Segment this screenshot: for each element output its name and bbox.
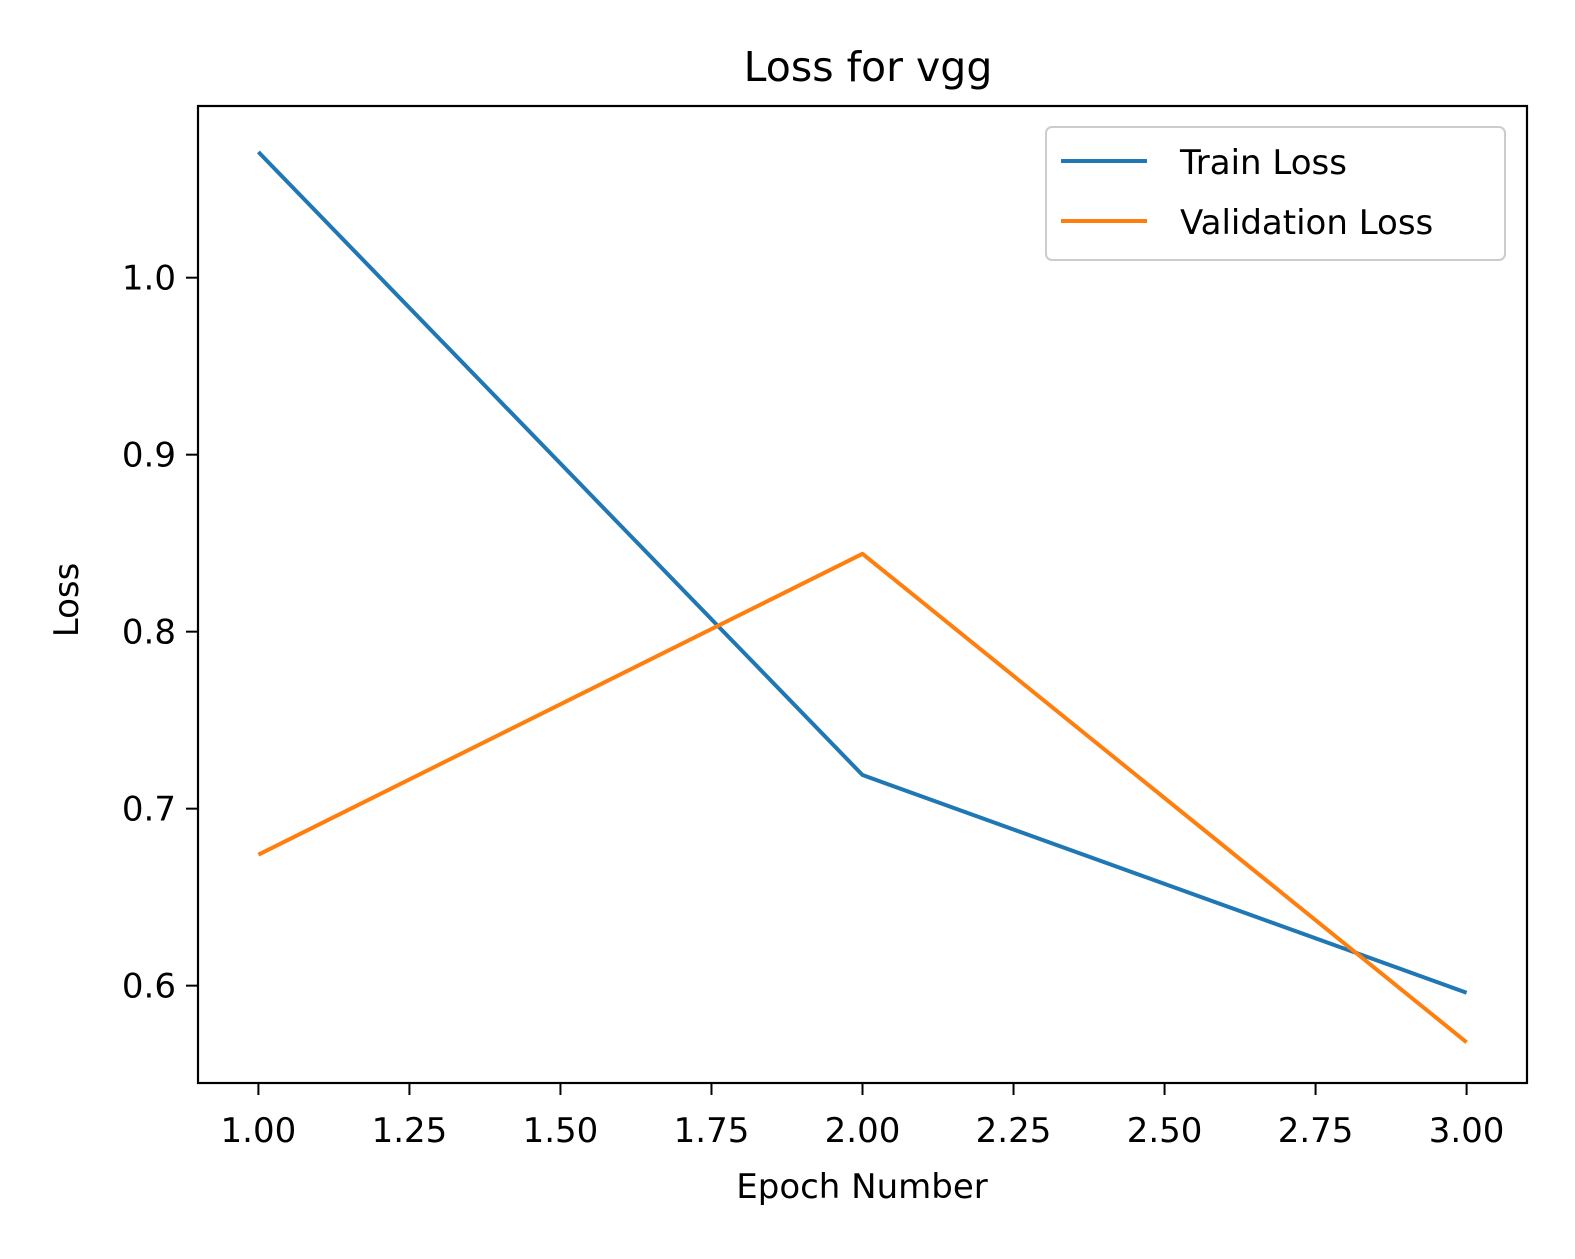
series-lines — [256, 150, 1468, 1044]
legend-label-train-loss: Train Loss — [1179, 143, 1347, 183]
x-tick-label: 2.50 — [1127, 1111, 1203, 1151]
x-tick-label: 3.00 — [1429, 1111, 1505, 1151]
x-tick-label: 1.25 — [372, 1111, 448, 1151]
x-axis-ticks: 1.00 1.25 1.50 1.75 2.00 2.25 2.50 2.75 3.00 — [221, 1083, 1505, 1151]
x-tick-label: 1.50 — [523, 1111, 599, 1151]
y-tick-label: 0.7 — [122, 790, 176, 830]
x-tick-label: 2.25 — [976, 1111, 1052, 1151]
y-tick-label: 1.0 — [122, 259, 176, 299]
x-axis-label: Epoch Number — [736, 1167, 988, 1207]
y-tick-label: 0.6 — [122, 967, 176, 1007]
legend-label-validation-loss: Validation Loss — [1180, 203, 1433, 243]
legend-box — [1045, 126, 1506, 261]
y-axis-ticks: 0.6 0.7 0.8 0.9 1.0 — [122, 259, 198, 1007]
series-line-train-loss — [256, 150, 1468, 995]
series-line-validation-loss — [257, 551, 1468, 1044]
x-tick-label: 2.00 — [825, 1111, 901, 1151]
y-tick-label: 0.8 — [122, 613, 176, 653]
x-tick-label: 1.00 — [221, 1111, 297, 1151]
y-tick-label: 0.9 — [122, 436, 176, 476]
y-axis-label: Loss — [47, 563, 87, 638]
chart-title: Loss for vgg — [744, 43, 993, 91]
legend: Train Loss Validation Loss — [1045, 126, 1506, 261]
x-tick-label: 2.75 — [1278, 1111, 1354, 1151]
x-tick-label: 1.75 — [674, 1111, 750, 1151]
